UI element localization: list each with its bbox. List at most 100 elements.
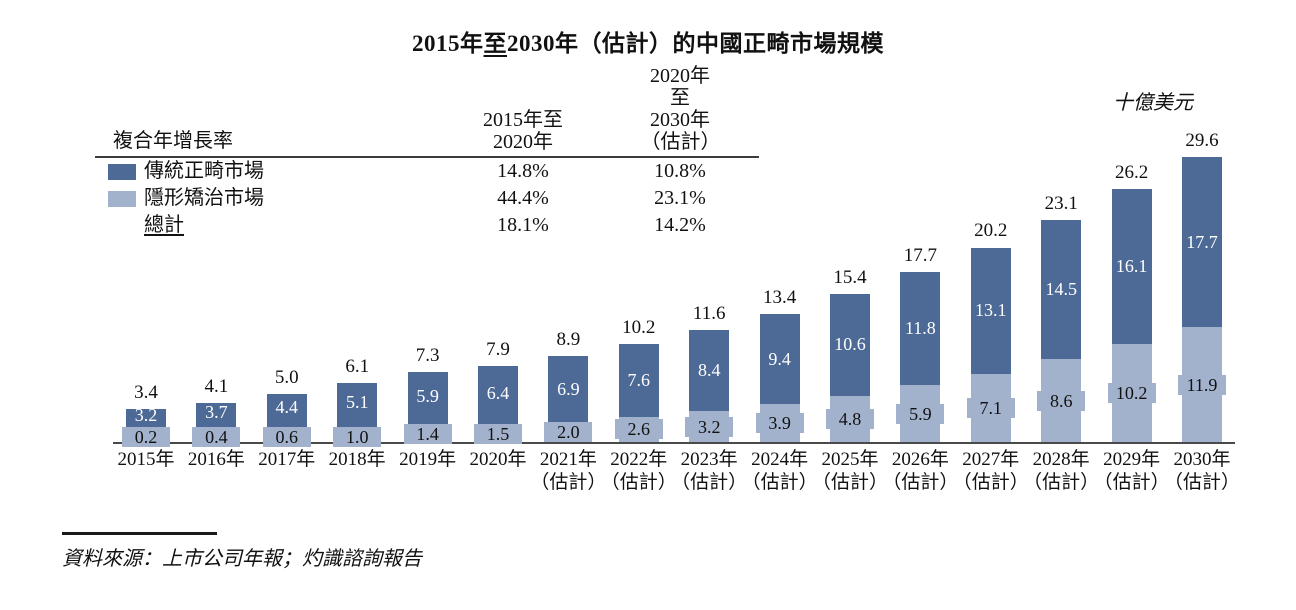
invisible-segment-label: 0.4: [192, 427, 241, 447]
cagr-value: 10.8%: [654, 160, 706, 182]
traditional-segment: 13.1: [970, 247, 1011, 374]
total-value-label: 3.4: [134, 382, 158, 404]
bar-column-2028年: 23.1 14.5 8.6: [1037, 0, 1086, 442]
bar-column-2026年: 17.7 11.8 5.9: [896, 0, 945, 442]
invisible-segment-label: 3.9: [755, 413, 804, 434]
traditional-segment: 9.4: [759, 313, 800, 405]
invisible-segment-label: 3.2: [685, 416, 734, 437]
cagr-legend-table: 複合年增長率 2015年至 2020年 2020年至 2030年 （估計） 傳統…: [95, 65, 759, 239]
legend-label: 隱形矯治市場: [144, 187, 264, 209]
x-axis-label: 2016年: [187, 449, 245, 470]
chart-title-part3: 2030年（估計）的中國正畸市場規模: [507, 31, 884, 56]
total-value-label: 26.2: [1114, 161, 1149, 183]
cagr-col2-header: 2020年至 2030年 （估計）: [640, 65, 721, 153]
invisible-segment-label: 11.9: [1178, 374, 1226, 395]
bar-column-2015年: 3.4 3.2 0.2: [122, 0, 170, 447]
bar-column-2030年: 29.6 17.7 11.9: [1178, 0, 1226, 442]
invisible-segment-label: 0.6: [262, 427, 311, 447]
x-axis-label: 2029年 （估計）: [1093, 449, 1170, 493]
traditional-segment: 11.8: [900, 271, 941, 386]
total-value-label: 7.3: [415, 344, 440, 366]
traditional-segment: 16.1: [1111, 188, 1152, 344]
invisible-segment-label: 10.2: [1107, 382, 1156, 403]
bar-column-2019年: 7.3 5.9 1.4: [403, 0, 452, 444]
x-axis-label: 2022年 （估計）: [600, 449, 677, 493]
legend-row-invisible: 隱形矯治市場 44.4% 23.1%: [95, 185, 759, 212]
traditional-segment: 5.1: [337, 383, 378, 433]
source-note: 資料來源：上市公司年報；灼識諮詢報告: [62, 548, 422, 570]
x-axis-label: 2025年 （估計）: [811, 449, 888, 493]
cagr-row-header: 複合年增長率: [113, 130, 233, 152]
traditional-segment: 10.6: [830, 293, 870, 396]
bar-column-2023年: 11.6 8.4 3.2: [685, 0, 734, 442]
invisible-segment-label: 2.0: [544, 422, 593, 443]
cagr-table-header: 複合年增長率 2015年至 2020年 2020年至 2030年 （估計）: [95, 65, 759, 158]
traditional-segment: 14.5: [1041, 219, 1082, 360]
cagr-value: 14.2%: [654, 214, 706, 236]
invisible-segment-label: 4.8: [826, 408, 874, 429]
x-axis-label: 2018年: [328, 449, 386, 470]
x-axis-label: 2030年 （估計）: [1163, 449, 1240, 493]
x-axis-label: 2017年: [258, 449, 316, 470]
x-axis-label: 2024年 （估計）: [741, 449, 818, 493]
total-value-label: 5.0: [274, 366, 299, 388]
chart-title-underlined: 至: [483, 31, 507, 56]
bar-column-2027年: 20.2 13.1 7.1: [966, 0, 1015, 442]
bar-column-2018年: 6.1 5.1 1.0: [333, 0, 382, 447]
x-axis-label: 2027年 （估計）: [952, 449, 1029, 493]
traditional-market-swatch: [108, 164, 136, 180]
invisible-segment-label: 1.4: [403, 424, 452, 444]
traditional-segment: 6.9: [548, 356, 589, 423]
total-value-label: 29.6: [1185, 129, 1219, 151]
legend-label: 傳統正畸市場: [144, 160, 264, 182]
bar-column-2029年: 26.2 16.1 10.2: [1107, 0, 1156, 442]
traditional-segment: 6.4: [478, 365, 518, 428]
chart-title: 2015年至2030年（估計）的中國正畸市場規模: [0, 24, 1296, 58]
x-axis-label: 2021年 （估計）: [530, 449, 607, 493]
bar-column-2021年: 8.9 6.9 2.0: [544, 0, 593, 443]
x-axis-label: 2015年: [117, 449, 175, 470]
bar-column-2020年: 7.9 6.4 1.5: [474, 0, 522, 444]
legend-row-traditional: 傳統正畸市場 14.8% 10.8%: [95, 158, 759, 185]
total-value-label: 23.1: [1044, 192, 1078, 214]
invisible-segment-label: 8.6: [1037, 390, 1086, 411]
x-axis-label: 2023年 （估計）: [671, 449, 748, 493]
total-value-label: 15.4: [833, 266, 867, 288]
x-axis-line: [113, 442, 1235, 444]
cagr-value: 14.8%: [497, 160, 549, 182]
bar-column-2025年: 15.4 10.6 4.8: [826, 0, 874, 442]
total-value-label: 8.9: [556, 329, 581, 351]
bar-column-2022年: 10.2 7.6 2.6: [614, 0, 663, 442]
total-value-label: 17.7: [903, 244, 938, 266]
cagr-col1-header: 2015年至 2020年: [483, 109, 563, 153]
total-value-label: 11.6: [692, 303, 726, 325]
invisible-segment-label: 7.1: [966, 397, 1015, 418]
invisible-segment-label: 5.9: [896, 403, 945, 424]
legend-label: 總計: [144, 214, 184, 236]
cagr-value: 44.4%: [497, 187, 549, 209]
traditional-segment: 7.6: [618, 343, 659, 417]
source-divider: [62, 532, 217, 535]
invisible-segment-label: 1.0: [333, 427, 382, 447]
total-value-label: 6.1: [345, 356, 370, 378]
total-value-label: 10.2: [622, 316, 656, 338]
invisible-segment-label: 0.2: [122, 427, 170, 447]
x-axis-label: 2020年: [469, 449, 527, 470]
traditional-segment: 5.9: [407, 371, 448, 429]
cagr-value: 23.1%: [654, 187, 706, 209]
total-value-label: 13.4: [762, 286, 797, 308]
bar-column-2024年: 13.4 9.4 3.9: [755, 0, 804, 442]
cagr-value: 18.1%: [497, 214, 549, 236]
chart-title-part1: 2015年: [412, 31, 484, 56]
x-axis-label: 2026年 （估計）: [882, 449, 959, 493]
x-axis-label: 2028年 （估計）: [1023, 449, 1100, 493]
invisible-segment-label: 1.5: [474, 424, 522, 444]
unit-label: 十億美元: [1113, 92, 1193, 114]
total-value-label: 7.9: [486, 338, 510, 360]
traditional-segment: 17.7: [1182, 156, 1222, 328]
x-axis-label: 2019年: [399, 449, 457, 470]
invisible-market-swatch: [108, 191, 136, 207]
total-value-label: 20.2: [974, 220, 1008, 242]
